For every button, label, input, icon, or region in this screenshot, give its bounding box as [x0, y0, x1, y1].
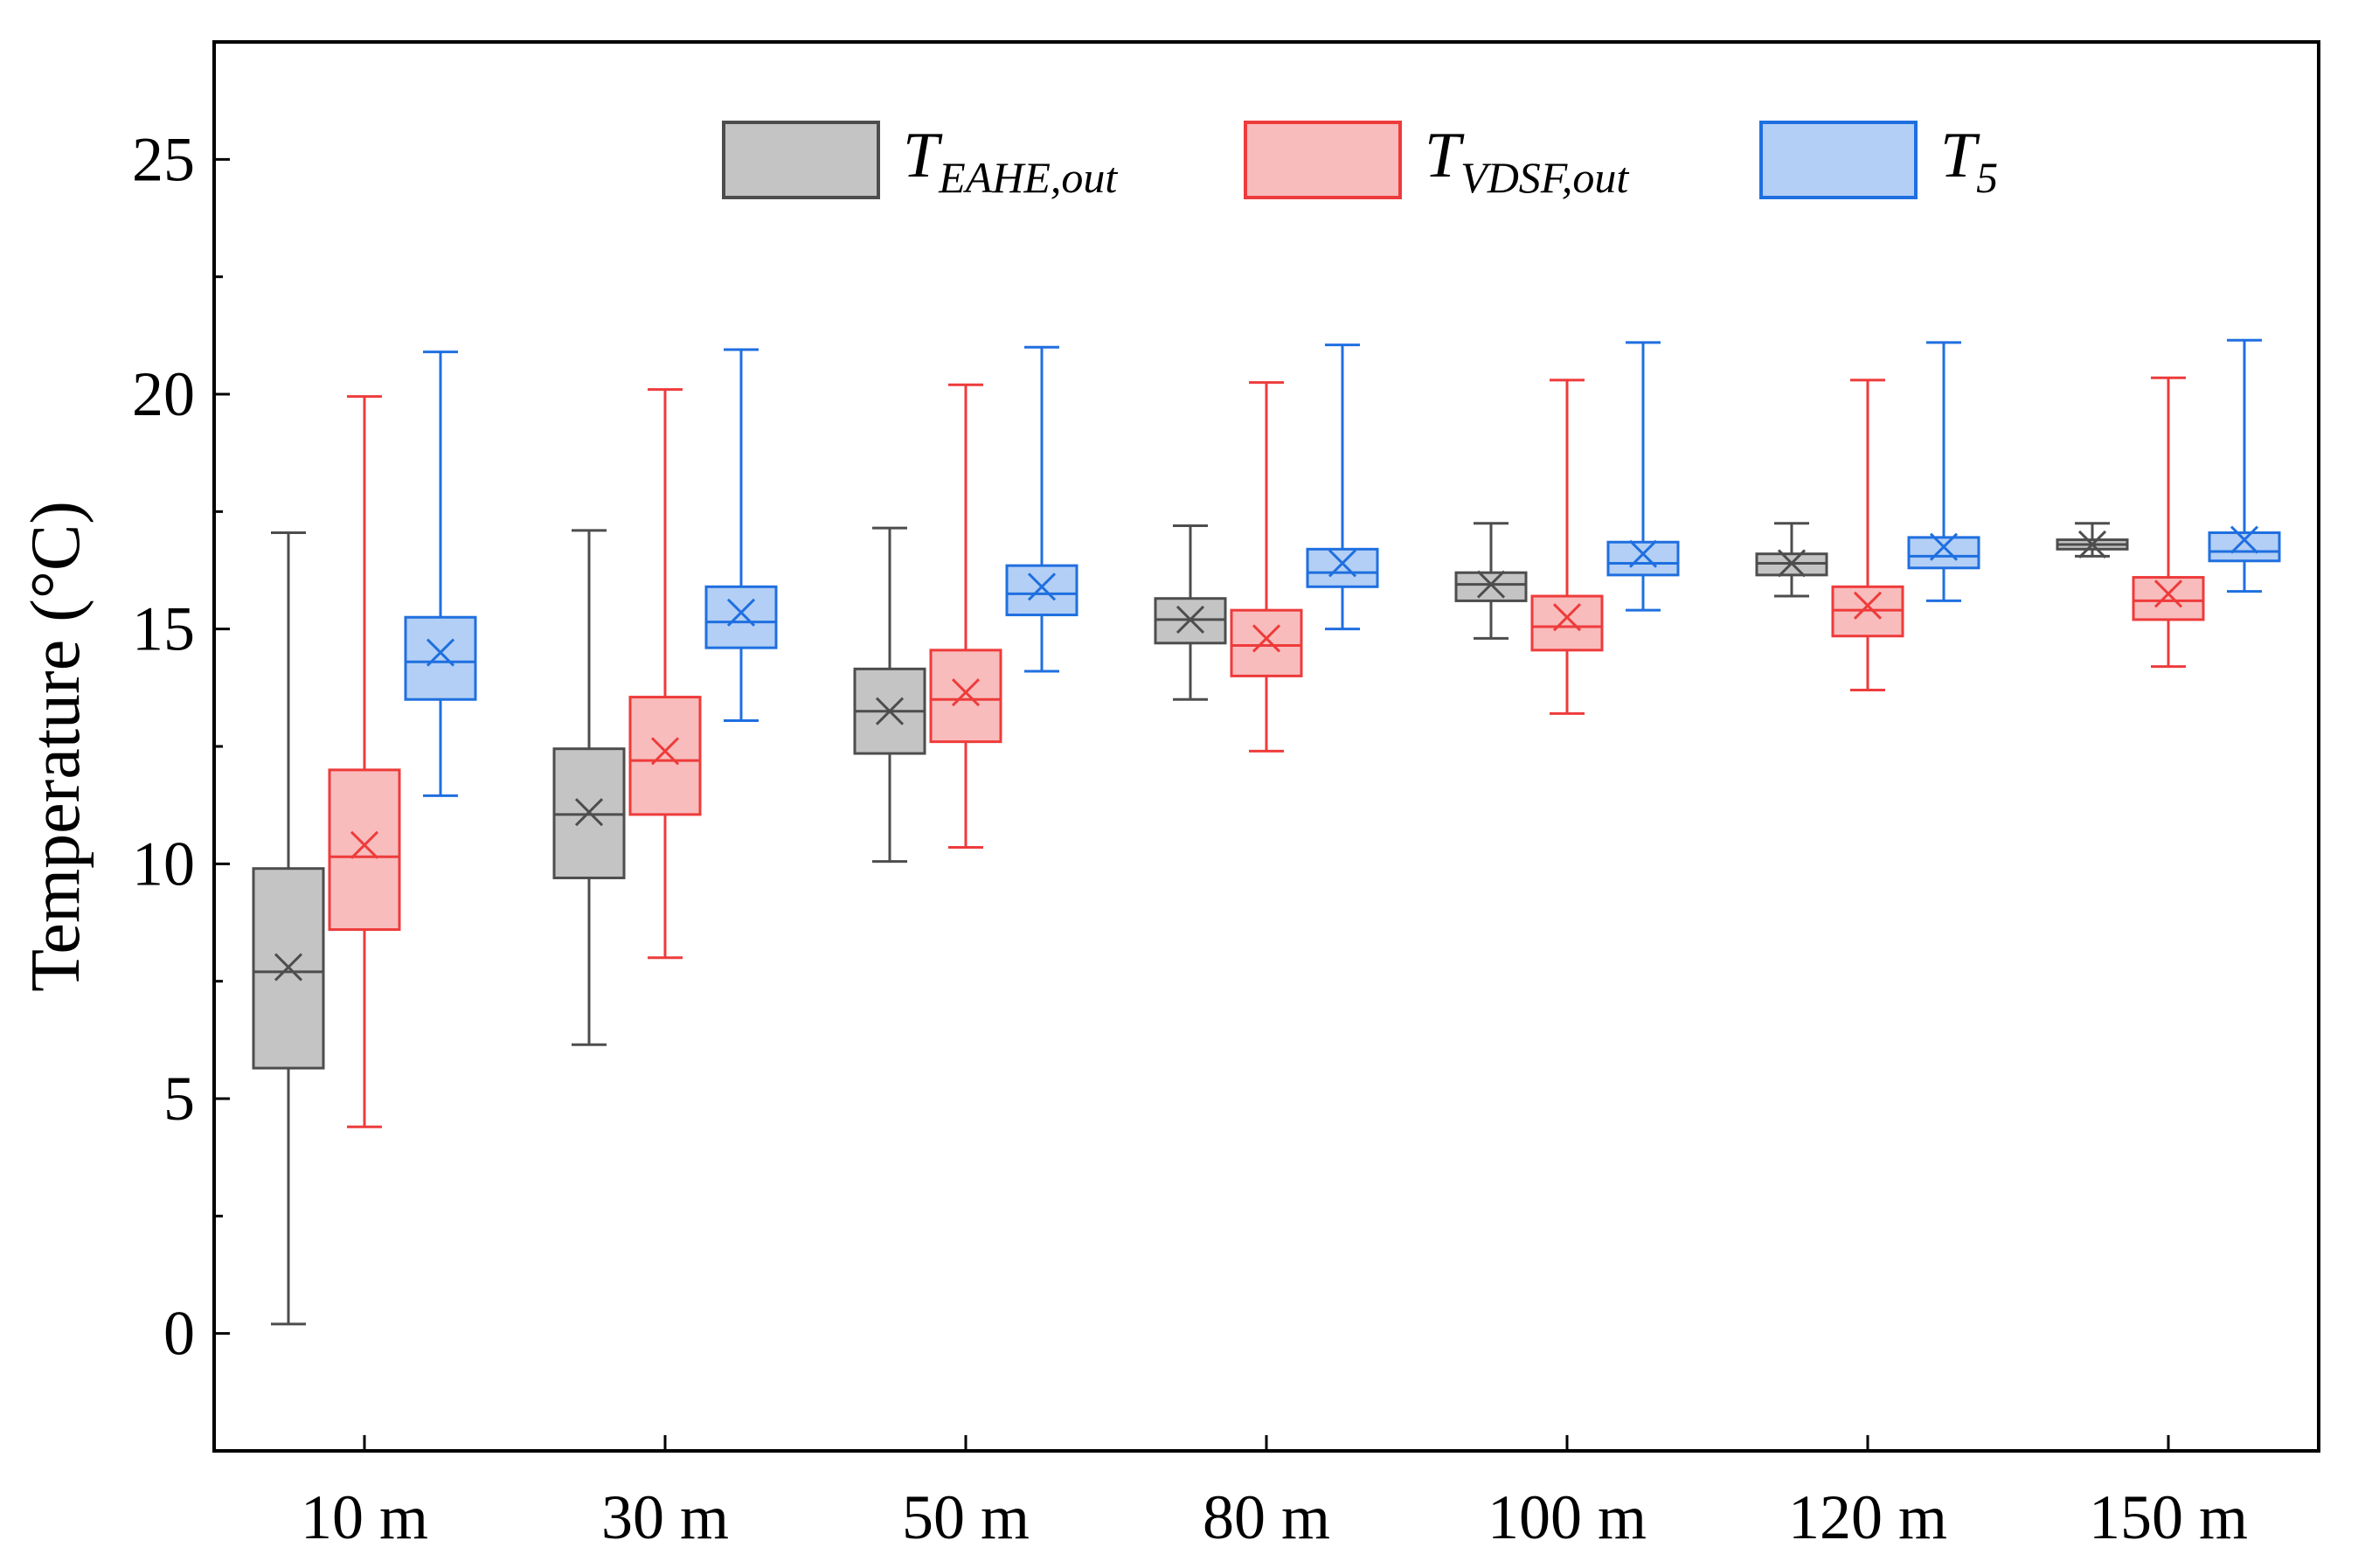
legend-swatch	[722, 121, 880, 199]
legend-item: TEAHE,out	[722, 120, 1118, 202]
box-1-6	[2132, 376, 2205, 669]
box-iqr	[2208, 531, 2281, 563]
legend-label: TEAHE,out	[903, 120, 1118, 202]
x-tick-label: 50 m	[902, 1482, 1030, 1552]
legend: TEAHE,out TVDSF,out T5	[722, 120, 1998, 202]
y-axis: 0 5 10 15 20 25	[132, 40, 230, 1453]
legend-swatch	[1759, 121, 1918, 199]
box-mean-marker	[951, 678, 981, 707]
box-mean-marker	[350, 830, 379, 859]
legend-label: T5	[1940, 120, 1998, 202]
box-mean-marker	[650, 737, 680, 766]
box-1-2	[929, 383, 1002, 850]
box-mean-marker	[1777, 549, 1807, 578]
box-iqr	[628, 696, 702, 816]
y-tick-label: 5	[163, 1064, 195, 1134]
box-2-0	[404, 350, 477, 797]
box-1-5	[1831, 378, 1904, 692]
box-mean-marker	[274, 953, 303, 982]
box-mean-marker	[2077, 530, 2107, 559]
x-tick-label: 30 m	[601, 1482, 729, 1552]
box-mean-marker	[426, 638, 455, 667]
legend-label: TVDSF,out	[1425, 120, 1629, 202]
box-mean-marker	[1176, 605, 1205, 634]
box-1-3	[1230, 381, 1303, 753]
box-2-2	[1005, 345, 1078, 673]
y-axis-title: Temperature (°C)	[17, 501, 94, 992]
y-tick-label: 0	[163, 1299, 195, 1369]
box-iqr	[1454, 571, 1528, 602]
x-tick-label: 100 m	[1488, 1482, 1647, 1552]
y-tick-label: 25	[132, 124, 195, 194]
box-mean-marker	[1929, 532, 1959, 561]
box-iqr	[1606, 540, 1680, 577]
box-1-4	[1530, 378, 1604, 715]
box-iqr	[404, 615, 477, 701]
y-tick-label: 10	[132, 829, 195, 898]
legend-item: T5	[1759, 120, 1998, 202]
legend-swatch	[1244, 121, 1402, 199]
box-iqr	[1907, 536, 1980, 570]
box-iqr	[1306, 547, 1379, 588]
box-mean-marker	[1853, 591, 1883, 620]
box-2-6	[2208, 338, 2281, 593]
x-tick-label: 150 m	[2089, 1482, 2248, 1552]
box-0-1	[552, 529, 626, 1046]
box-iqr	[704, 585, 778, 649]
box-mean-marker	[1552, 603, 1582, 632]
box-1-0	[328, 395, 401, 1128]
box-2-3	[1306, 343, 1379, 631]
box-iqr	[1530, 594, 1604, 652]
box-0-0	[252, 531, 325, 1326]
box-iqr	[2132, 576, 2205, 621]
box-series-group	[252, 338, 2281, 1326]
box-2-4	[1606, 341, 1680, 612]
y-tick-label: 20	[132, 359, 195, 429]
x-axis: 10 m 30 m 50 m 80 m 100 m 120 m 150 m	[301, 1435, 2248, 1552]
box-mean-marker	[2153, 579, 2183, 608]
box-2-1	[704, 348, 778, 722]
box-mean-marker	[875, 697, 905, 725]
box-0-4	[1454, 522, 1528, 640]
box-mean-marker	[1628, 539, 1658, 568]
box-mean-marker	[1027, 572, 1057, 601]
box-mean-marker	[2230, 525, 2259, 554]
box-iqr	[929, 649, 1002, 744]
x-tick-label: 10 m	[301, 1482, 428, 1552]
x-tick-label: 120 m	[1788, 1482, 1947, 1552]
y-tick-label: 15	[132, 594, 195, 664]
box-0-2	[853, 526, 926, 864]
box-mean-marker	[574, 798, 604, 827]
legend-item: TVDSF,out	[1244, 120, 1629, 202]
box-2-5	[1907, 341, 1980, 602]
box-iqr	[328, 768, 401, 932]
box-iqr	[1005, 564, 1078, 617]
box-mean-marker	[726, 598, 756, 627]
box-0-5	[1755, 522, 1828, 598]
box-mean-marker	[1328, 549, 1357, 578]
box-iqr	[1230, 608, 1303, 677]
box-1-1	[628, 388, 702, 960]
box-mean-marker	[1476, 570, 1506, 599]
box-0-3	[1154, 524, 1227, 701]
x-tick-label: 80 m	[1203, 1482, 1330, 1552]
box-mean-marker	[1252, 624, 1281, 653]
box-0-6	[2056, 522, 2129, 559]
